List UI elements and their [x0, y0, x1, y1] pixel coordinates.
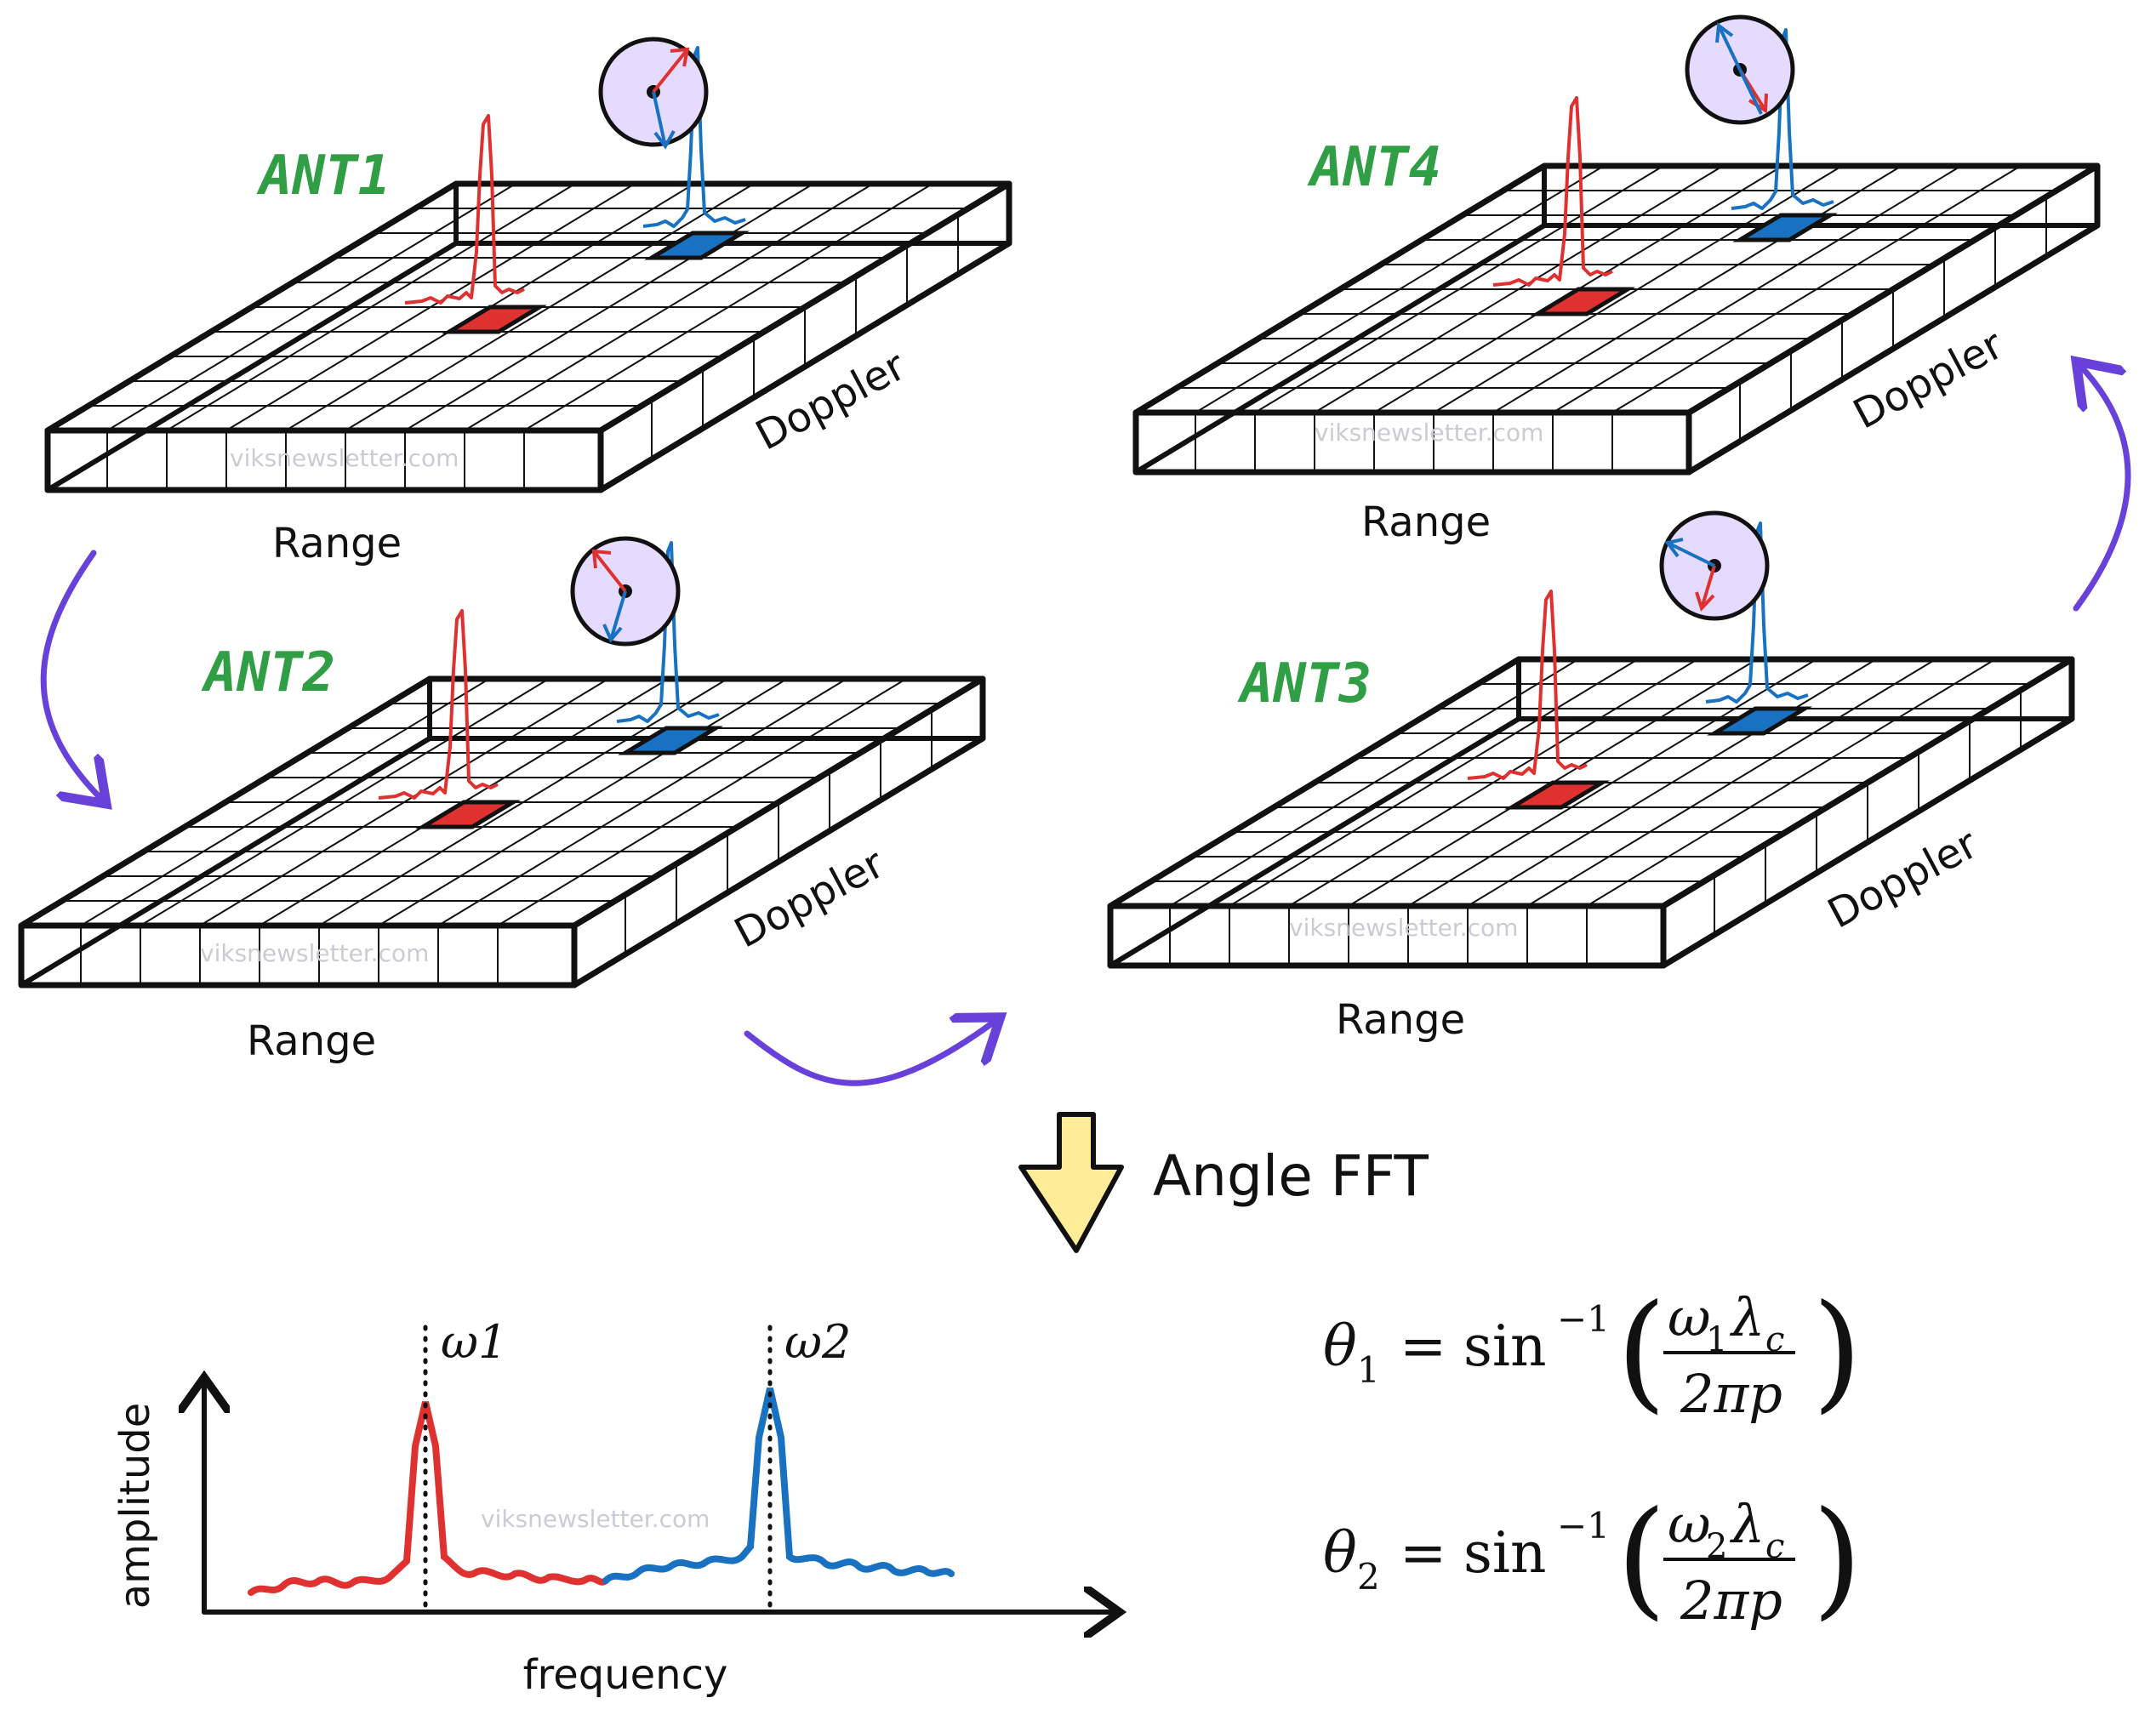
ant3-phasor-icon [1659, 510, 1770, 621]
ant4-doppler-label: Doppler [1845, 321, 2011, 439]
eq1-open-paren: ( [1617, 1278, 1667, 1426]
eq1-omega: ω [1668, 1286, 1711, 1348]
ant2-doppler-label: Doppler [727, 840, 892, 958]
equation-2: θ 2 = sin −1 ( ω 2 λ c 2πp ) [1323, 1484, 1862, 1632]
eq2-sin-sup: −1 [1557, 1505, 1610, 1547]
eq2-omega: ω [1668, 1493, 1711, 1555]
target2-spectrum-line [602, 1387, 955, 1584]
eq2-denominator: 2πp [1680, 1570, 1782, 1632]
ant2-label: ANT2 [201, 641, 335, 704]
frequency-axis-label: frequency [523, 1651, 728, 1699]
antenna-1-panel: ANT1 Range Doppler viksnewsletter.com [48, 37, 1009, 567]
ant1-range-label: Range [272, 520, 402, 567]
eq1-lambda: λ [1729, 1286, 1765, 1348]
ant4-watermark: viksnewsletter.com [1315, 419, 1543, 447]
flow-arrow-ant1-to-ant2 [40, 550, 102, 800]
ant4-range-label: Range [1361, 499, 1491, 546]
ant3-watermark: viksnewsletter.com [1289, 914, 1518, 942]
eq1-denominator: 2πp [1680, 1363, 1782, 1425]
ant3-range-label: Range [1336, 996, 1465, 1044]
ant1-phasor-icon [598, 37, 709, 150]
eq2-sin: sin [1463, 1520, 1547, 1586]
spectrum-watermark: viksnewsletter.com [481, 1505, 710, 1533]
omega1-label: ω1 [441, 1315, 507, 1369]
eq2-theta: θ [1323, 1520, 1357, 1586]
angle-fft-label: Angle FFT [1153, 1143, 1429, 1209]
eq2-lambda-sub: c [1765, 1527, 1784, 1566]
ant4-range-doppler-grid [1136, 30, 2097, 472]
equation-1: θ 1 = sin −1 ( ω 1 λ c 2πp ) [1323, 1278, 1862, 1426]
angle-fft-step: Angle FFT [1018, 1112, 1429, 1253]
omega2-label: ω2 [784, 1315, 851, 1369]
flow-arrow-ant2-to-ant3 [744, 1021, 995, 1086]
svg-text:=: = [1400, 1313, 1446, 1379]
eq2-close-paren: ) [1812, 1484, 1862, 1632]
eq2-lambda: λ [1729, 1493, 1765, 1555]
eq2-open-paren: ( [1617, 1484, 1667, 1632]
ant2-range-doppler-grid [21, 543, 983, 985]
amplitude-axis-label: amplitude [111, 1403, 159, 1610]
ant3-label: ANT3 [1237, 652, 1372, 715]
ant3-range-doppler-grid [1110, 523, 2072, 966]
flow-arrow-ant3-to-ant4 [2076, 366, 2131, 612]
ant4-label: ANT4 [1307, 136, 1441, 199]
ant1-doppler-label: Doppler [748, 342, 913, 460]
eq1-lambda-sub: c [1765, 1320, 1784, 1359]
ant2-phasor-icon [570, 536, 681, 647]
ant2-range-label: Range [247, 1017, 376, 1065]
target1-spectrum-line [248, 1401, 609, 1596]
eq1-theta: θ [1323, 1313, 1357, 1379]
eq1-sin: sin [1463, 1313, 1547, 1379]
antenna-3-panel: ANT3 Range Doppler viksnewsletter.com [1110, 510, 2072, 1044]
ant1-range-doppler-grid [48, 48, 1009, 490]
flow-arrows [40, 366, 2131, 1086]
eq1-close-paren: ) [1812, 1278, 1862, 1426]
down-arrow-icon [1018, 1112, 1124, 1253]
ant3-doppler-label: Doppler [1820, 820, 1985, 938]
angle-spectrum-plot: amplitude frequency viksnewsletter.com ω… [111, 1315, 1115, 1699]
ant1-watermark: viksnewsletter.com [230, 444, 459, 472]
eq1-theta-sub: 1 [1357, 1349, 1380, 1391]
ant2-watermark: viksnewsletter.com [200, 939, 429, 967]
ant1-label: ANT1 [256, 145, 391, 208]
antenna-2-panel: ANT2 Range Doppler viksnewsletter.com [21, 536, 983, 1065]
antenna-4-panel: ANT4 Range Doppler viksnewsletter.com [1136, 14, 2097, 546]
eq2-theta-sub: 2 [1357, 1556, 1380, 1598]
ant4-phasor-icon [1685, 14, 1795, 125]
svg-text:=: = [1400, 1520, 1446, 1586]
eq1-sin-sup: −1 [1557, 1298, 1610, 1340]
